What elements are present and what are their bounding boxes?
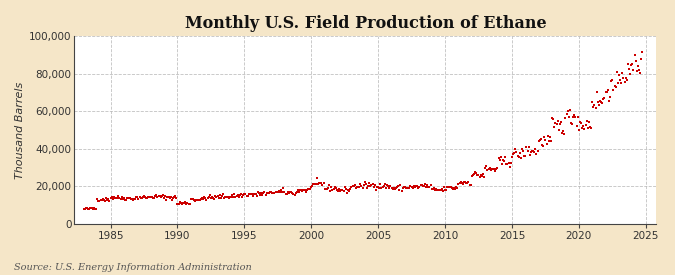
Title: Monthly U.S. Field Production of Ethane: Monthly U.S. Field Production of Ethane (185, 15, 546, 32)
Y-axis label: Thousand Barrels: Thousand Barrels (15, 81, 25, 179)
Text: Source: U.S. Energy Information Administration: Source: U.S. Energy Information Administ… (14, 263, 251, 272)
